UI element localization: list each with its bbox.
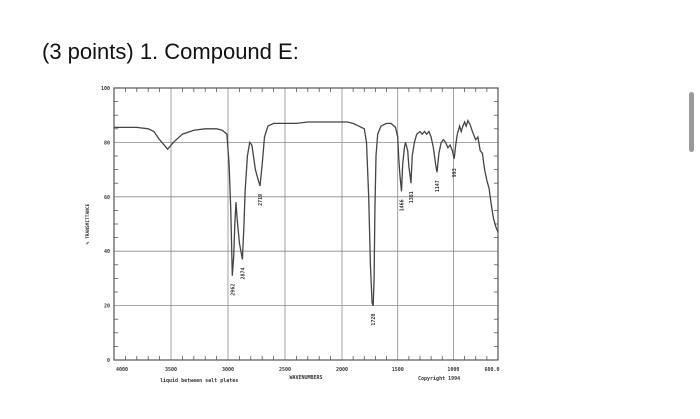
x-tick-label: 3000: [222, 367, 234, 373]
peak-label: 1147: [435, 180, 441, 192]
peak-label: 2719: [258, 194, 264, 206]
y-tick-label: 80: [104, 140, 110, 146]
peak-label: 993: [452, 168, 458, 177]
x-tick-label: 600.0: [484, 367, 499, 373]
x-tick-label: 2000: [336, 367, 348, 373]
y-tick-label: 60: [104, 195, 110, 201]
y-tick-label: 40: [104, 249, 110, 255]
spectrum-line: [114, 118, 499, 306]
x-tick-labels: 4000 3500 3000 2500 2000 1500 1000 600.0: [116, 367, 500, 373]
y-tick-label: 0: [107, 358, 110, 364]
x-tick-label: 1500: [392, 367, 404, 373]
peak-label: 2962: [230, 284, 236, 296]
x-axis-label: WAVENUMBERS: [289, 375, 322, 381]
chart-grid: [114, 88, 498, 360]
plot-frame: [113, 87, 499, 361]
scrollbar-thumb[interactable]: [689, 92, 694, 152]
y-tick-label: 20: [104, 304, 110, 310]
peak-label: 1720: [371, 314, 377, 326]
peak-labels: 2962 2874 2719 1720 1466 1381 1147 993: [230, 168, 458, 325]
copyright-note: Copyright 1994: [418, 376, 460, 382]
x-tick-label: 3500: [165, 367, 177, 373]
peak-label: 2874: [240, 267, 246, 279]
x-tick-label: 2500: [279, 367, 291, 373]
x-tick-label: 1000: [447, 367, 459, 373]
y-tick-label: 100: [101, 86, 110, 92]
peak-label: 1466: [399, 199, 405, 211]
y-axis-label: % TRANSMITTANCE: [85, 203, 91, 244]
sample-note: liquid between salt plates: [160, 378, 238, 384]
y-tick-labels: 100 80 60 40 20 0: [101, 86, 110, 364]
question-title: (3 points) 1. Compound E:: [42, 39, 299, 64]
minor-ticks: [114, 88, 498, 360]
x-tick-label: 4000: [116, 367, 128, 373]
peak-label: 1381: [409, 191, 415, 203]
